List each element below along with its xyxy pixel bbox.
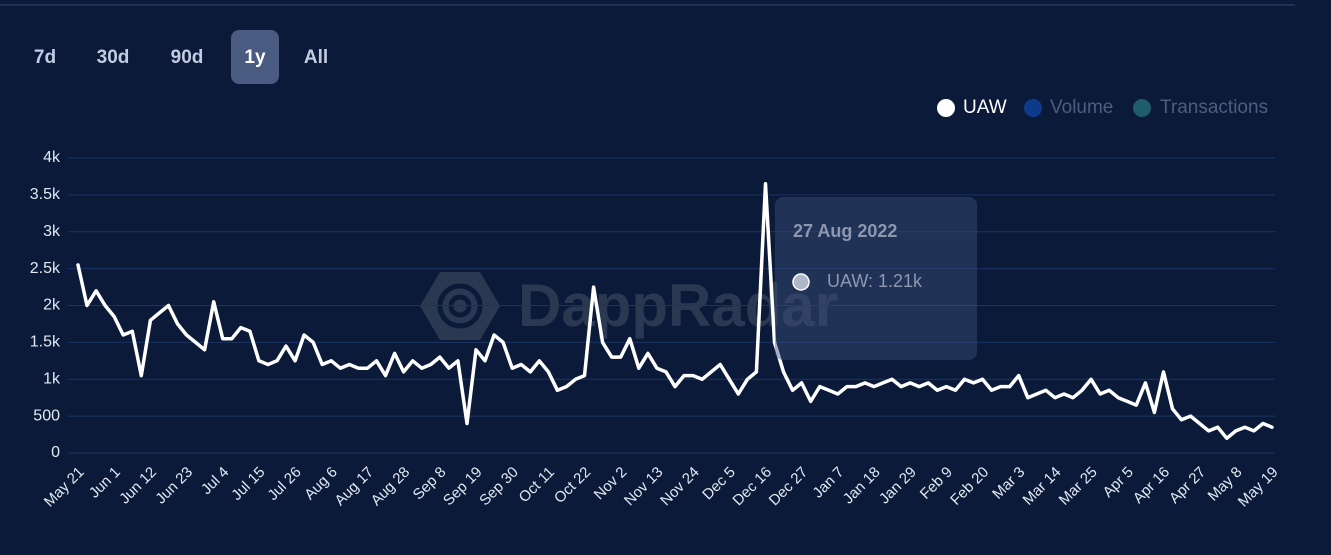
- range-button-label: 7d: [34, 47, 56, 68]
- legend-item[interactable]: Transactions: [1133, 97, 1268, 118]
- range-button[interactable]: 1y: [231, 30, 279, 84]
- y-tick-label: 4k: [43, 149, 61, 166]
- range-button-bg: [231, 30, 279, 84]
- legend-label: UAW: [963, 97, 1007, 118]
- y-tick-label: 1k: [43, 370, 61, 387]
- legend-label: Volume: [1050, 97, 1113, 118]
- legend-dot: [1133, 99, 1151, 117]
- line: [76, 182, 1274, 441]
- tooltip-dot: [792, 273, 810, 291]
- y-tick-label: 3.5k: [30, 186, 61, 203]
- y-tick-label: 500: [33, 407, 60, 424]
- tooltip-box: [775, 197, 977, 360]
- range-button-label: All: [304, 47, 328, 68]
- legend-dot: [937, 99, 955, 117]
- range-button-label: 1y: [244, 47, 266, 68]
- tooltip-title: 27 Aug 2022: [793, 221, 897, 241]
- tooltip: 27 Aug 2022 UAW: 1.21k: [775, 197, 977, 360]
- range-button[interactable]: 90d: [171, 47, 204, 68]
- tooltip-label: UAW: 1.21k: [827, 271, 923, 291]
- y-tick-label: 2k: [43, 297, 61, 314]
- range-button[interactable]: 30d: [97, 47, 130, 68]
- legend-label: Transactions: [1160, 97, 1268, 118]
- y-tick-label: 1.5k: [30, 334, 61, 351]
- range-button-label: 30d: [97, 47, 130, 68]
- range-button[interactable]: All: [304, 47, 328, 68]
- y-tick-label: 2.5k: [30, 260, 61, 277]
- legend-dot: [1024, 99, 1042, 117]
- legend-item[interactable]: Volume: [1024, 97, 1113, 118]
- range-button-label: 90d: [171, 47, 204, 68]
- y-tick-label: 0: [51, 444, 60, 461]
- range-button[interactable]: 7d: [34, 47, 56, 68]
- legend-item[interactable]: UAW: [937, 97, 1007, 118]
- y-tick-label: 3k: [43, 223, 61, 240]
